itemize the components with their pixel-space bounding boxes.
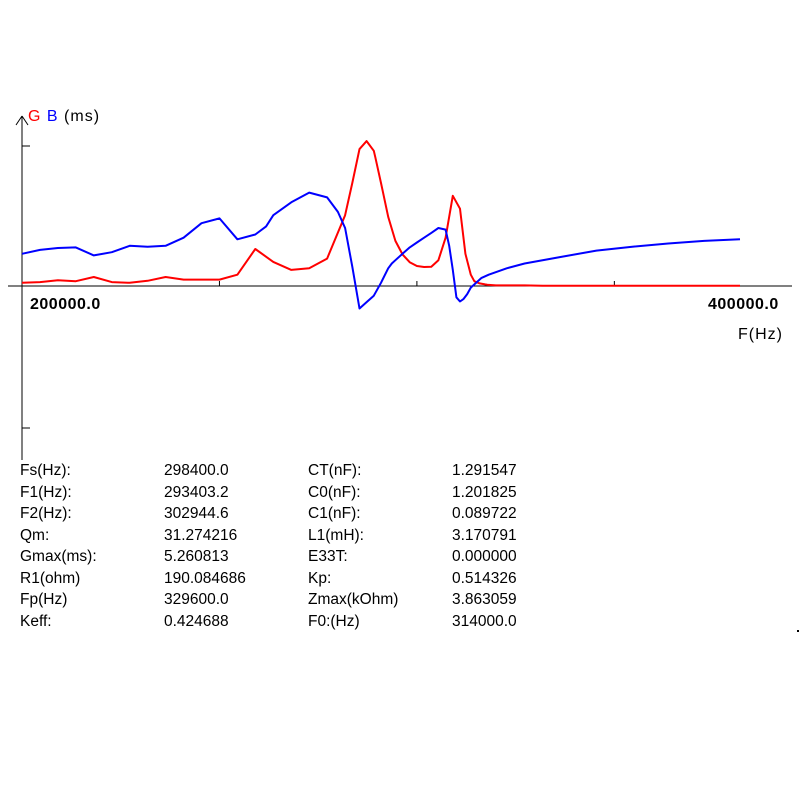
param-value: 298400.0 (164, 462, 229, 479)
param-label: C1(nF): (308, 505, 361, 522)
param-label: F1(Hz): (20, 483, 72, 501)
x-tick-label-min: 200000.0 (30, 296, 101, 313)
legend-unit-label: (ms) (64, 108, 101, 125)
param-value: 31.274216 (164, 526, 238, 544)
param-value: 329600.0 (164, 591, 229, 608)
param-label: F2(Hz): (20, 505, 72, 522)
param-value: 0.424688 (164, 612, 229, 630)
param-label: F0:(Hz) (308, 612, 360, 630)
parameter-table: Fs(Hz): 298400.0 CT(nF): 1.291547 F1(Hz): 29… (20, 460, 580, 632)
param-label: E33T: (308, 548, 348, 565)
param-value: 5.260813 (164, 548, 229, 565)
y-axis-arrow-left (15, 115, 23, 126)
param-value: 302944.6 (164, 505, 229, 522)
x-axis-label: F(Hz) (738, 326, 783, 343)
series-line-g (21, 140, 740, 287)
param-label: Zmax(kOhm) (308, 591, 399, 608)
param-row: F2(Hz): 302944.6 C1(nF): 0.089722 (20, 503, 580, 525)
series-b-group (21, 191, 741, 310)
param-label: Fp(Hz) (20, 591, 68, 608)
series-line-b (21, 191, 741, 310)
x-tick-label-max: 400000.0 (708, 296, 779, 313)
param-label: C0(nF): (308, 483, 361, 501)
param-row: Gmax(ms): 5.260813 E33T: 0.000000 (20, 546, 580, 568)
series-g-group (21, 140, 740, 287)
legend-b-label: B (46, 108, 59, 125)
param-label: R1(ohm) (20, 569, 81, 587)
param-label: L1(mH): (308, 526, 364, 544)
param-value: 0.000000 (452, 548, 517, 565)
param-label: CT(nF): (308, 462, 362, 479)
param-value: 190.084686 (164, 569, 246, 587)
param-value: 0.514326 (452, 569, 517, 587)
param-label: Fs(Hz): (20, 462, 71, 479)
param-label: Keff: (20, 612, 52, 630)
param-value: 1.291547 (452, 462, 517, 479)
param-row: Fs(Hz): 298400.0 CT(nF): 1.291547 (20, 460, 580, 482)
param-value: 3.863059 (452, 591, 517, 608)
impedance-plot (8, 115, 792, 460)
param-value: 3.170791 (452, 526, 517, 544)
param-label: Kp: (308, 569, 332, 587)
param-row: Fp(Hz) 329600.0 Zmax(kOhm) 3.863059 (20, 589, 580, 611)
param-row: F1(Hz): 293403.2 C0(nF): 1.201825 (20, 482, 580, 504)
param-value: 293403.2 (164, 483, 229, 501)
param-value: 0.089722 (452, 505, 517, 522)
param-row: Qm: 31.274216 L1(mH): 3.170791 (20, 525, 580, 547)
legend-g-label: G (28, 108, 42, 125)
y-axis-arrow-right (21, 115, 29, 126)
plot-axes (8, 115, 792, 460)
param-row: R1(ohm) 190.084686 Kp: 0.514326 (20, 568, 580, 590)
param-value: 314000.0 (452, 612, 517, 630)
param-label: Gmax(ms): (20, 548, 97, 565)
param-row: Keff: 0.424688 F0:(Hz) 314000.0 (20, 611, 580, 633)
y-legend: G B (ms) (28, 108, 100, 126)
stray-pixel (797, 630, 799, 632)
param-value: 1.201825 (452, 483, 517, 501)
param-label: Qm: (20, 526, 50, 544)
